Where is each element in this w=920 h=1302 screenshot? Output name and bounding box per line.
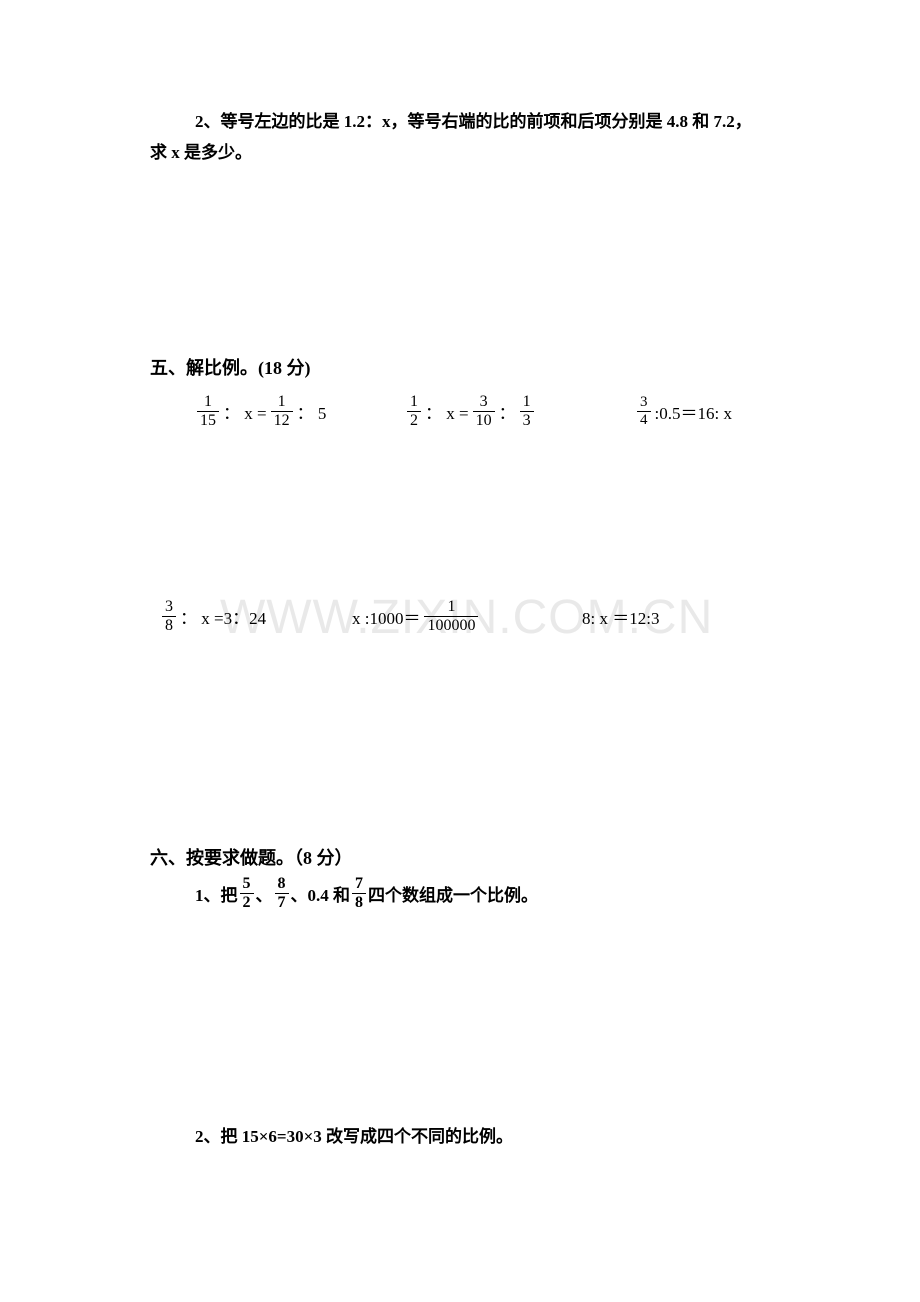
eq-5-2c: 8: x ＝12:3 bbox=[580, 604, 661, 629]
denominator: 4 bbox=[637, 412, 651, 428]
eq-5-1c: 3 4 :0.5＝16: x bbox=[635, 395, 734, 428]
text: ： bbox=[497, 399, 518, 424]
denominator: 12 bbox=[271, 412, 293, 429]
numerator: 7 bbox=[352, 876, 366, 894]
denominator: 7 bbox=[275, 894, 289, 911]
fraction: 1 15 bbox=[197, 394, 219, 429]
text: ： x = bbox=[221, 399, 269, 424]
text: 四个数组成一个比例。 bbox=[368, 881, 538, 906]
fraction: 8 7 bbox=[275, 876, 289, 911]
denominator: 2 bbox=[240, 894, 254, 911]
text: :0.5＝16: x bbox=[653, 399, 734, 424]
fraction: 5 2 bbox=[240, 876, 254, 911]
text: x :1000＝ bbox=[350, 604, 422, 629]
numerator: 3 bbox=[473, 394, 495, 412]
numerator: 5 bbox=[240, 876, 254, 894]
eq-5-1a: 1 15 ： x = 1 12 ： 5 bbox=[195, 394, 405, 429]
section-5-row1: 1 15 ： x = 1 12 ： 5 1 2 ： x = 3 10 bbox=[0, 394, 920, 429]
numerator: 8 bbox=[275, 876, 289, 894]
fraction: 3 10 bbox=[473, 394, 495, 429]
numerator: 1 bbox=[424, 599, 478, 617]
text: 、 bbox=[256, 881, 273, 906]
numerator: 1 bbox=[271, 394, 293, 412]
fraction: 3 4 bbox=[637, 395, 651, 428]
fraction: 1 3 bbox=[520, 394, 534, 429]
section-5-title: 五、解比例。(18 分) bbox=[0, 354, 920, 380]
text: 8: x ＝12:3 bbox=[580, 604, 661, 629]
denominator: 10 bbox=[473, 412, 495, 429]
text: ： x =3：24 bbox=[178, 604, 268, 629]
denominator: 15 bbox=[197, 412, 219, 429]
text: ： 5 bbox=[295, 399, 329, 424]
fraction: 7 8 bbox=[352, 876, 366, 911]
denominator: 8 bbox=[162, 617, 176, 634]
denominator: 3 bbox=[520, 412, 534, 429]
section-5-row2: 3 8 ： x =3：24 x :1000＝ 1 100000 8: x ＝12… bbox=[0, 599, 920, 634]
section-6-q2: 2、把 15×6=30×3 改写成四个不同的比例。 bbox=[0, 1121, 920, 1152]
question-2-line2: 求 x 是多少。 bbox=[0, 137, 920, 168]
section-6-q1: 1、把 5 2 、 8 7 、0.4 和 7 8 四个数组成一个比例。 bbox=[0, 876, 920, 911]
section-6-title: 六、按要求做题。（8 分） bbox=[0, 844, 920, 870]
text: 1、把 bbox=[195, 881, 238, 906]
question-2-line1: 2、等号左边的比是 1.2：x，等号右端的比的前项和后项分别是 4.8 和 7.… bbox=[0, 106, 920, 137]
numerator: 3 bbox=[162, 599, 176, 617]
fraction: 3 8 bbox=[162, 599, 176, 634]
numerator: 1 bbox=[520, 394, 534, 412]
numerator: 3 bbox=[637, 395, 651, 412]
numerator: 1 bbox=[407, 394, 421, 412]
eq-5-2b: x :1000＝ 1 100000 bbox=[350, 599, 580, 634]
numerator: 1 bbox=[197, 394, 219, 412]
eq-5-1b: 1 2 ： x = 3 10 ： 1 3 bbox=[405, 394, 635, 429]
denominator: 2 bbox=[407, 412, 421, 429]
fraction: 1 12 bbox=[271, 394, 293, 429]
text: 、0.4 和 bbox=[291, 881, 351, 906]
text: ： x = bbox=[423, 399, 471, 424]
denominator: 100000 bbox=[424, 617, 478, 634]
eq-5-2a: 3 8 ： x =3：24 bbox=[160, 599, 350, 634]
denominator: 8 bbox=[352, 894, 366, 911]
fraction: 1 100000 bbox=[424, 599, 478, 634]
fraction: 1 2 bbox=[407, 394, 421, 429]
